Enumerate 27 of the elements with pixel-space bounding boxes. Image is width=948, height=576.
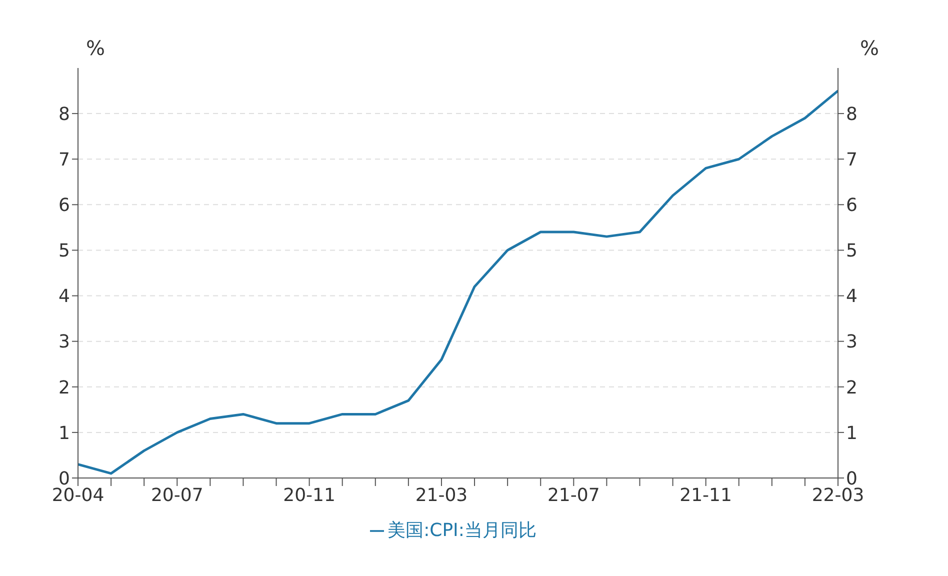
y-tick-label: 5 [58,240,70,262]
line-series [78,90,838,475]
x-tick-label: 20-11 [283,484,336,506]
x-tick-label: 21-11 [680,484,732,506]
x-tick-label: 20-07 [150,484,204,506]
y-tick-label: 2 [58,377,70,398]
y-tick-label: 7 [58,150,70,170]
y2-tick-label: 4 [846,286,858,308]
y-axis-title: % [86,36,106,60]
y-tick-label: 6 [58,195,70,216]
y-tick-label: 3 [58,332,70,353]
y2-tick-label: 3 [846,332,858,353]
x-tick-label: 21-03 [415,484,468,506]
y2-tick-label: 6 [846,195,858,216]
y-tick-label: 4 [58,286,70,308]
x-tick-label: 22-03 [812,484,864,506]
legend-label: 美国:CPI:当月同比 [388,520,536,541]
y2-tick-label: 2 [846,377,858,398]
y2-tick-label: 8 [846,104,858,125]
y-tick-label: 8 [58,104,70,125]
y2-tick-label: 5 [846,240,858,262]
x-tick-label: 21-07 [547,484,600,506]
x-tick-label: 20-04 [52,484,104,506]
y2-tick-label: 7 [846,150,858,170]
y2-tick-label: 1 [846,422,858,444]
y-tick-label: 1 [58,422,70,444]
y2-axis-title: % [860,36,880,60]
